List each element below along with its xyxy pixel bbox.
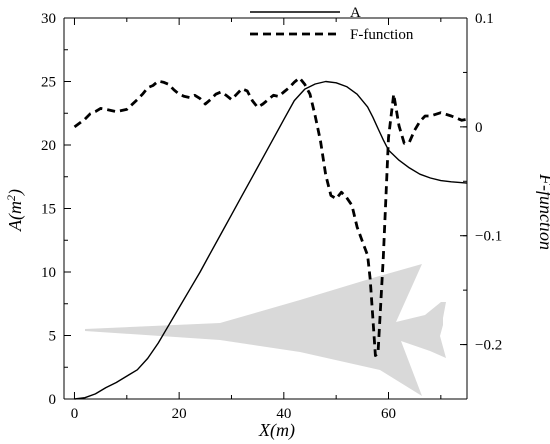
y-right-tick-label: −0.2 [475,338,502,354]
aircraft-silhouette-icon [85,264,446,396]
x-axis-label: X(m) [258,420,295,441]
y-left-tick-label: 20 [41,138,56,154]
series-a-line [74,80,468,400]
x-tick-label: 20 [172,406,187,422]
series-f-function-line [73,76,468,357]
y-left-tick-label: 5 [49,329,57,345]
y-left-tick-label: 30 [41,11,56,27]
legend-label-a: A [350,5,361,21]
y-left-tick-label: 0 [49,392,57,408]
y-left-tick-label: 15 [41,202,56,218]
x-tick-label: 0 [71,406,79,422]
y-right-axis-label: F-function [536,173,550,250]
y-left-tick-label: 10 [41,265,56,281]
y-left-axis-label: A(m2) [4,189,26,232]
y-right-tick-label: 0 [475,120,483,136]
legend-label-f-function: F-function [350,27,414,43]
y-left-tick-label: 25 [41,75,56,91]
y-right-tick-label: 0.1 [475,11,494,27]
y-right-tick-label: −0.1 [475,229,502,245]
x-tick-label: 60 [381,406,396,422]
x-tick-label: 40 [276,406,291,422]
legend: A F-function [250,5,414,43]
y-left-axis-label-superscript: 2 [4,195,18,201]
